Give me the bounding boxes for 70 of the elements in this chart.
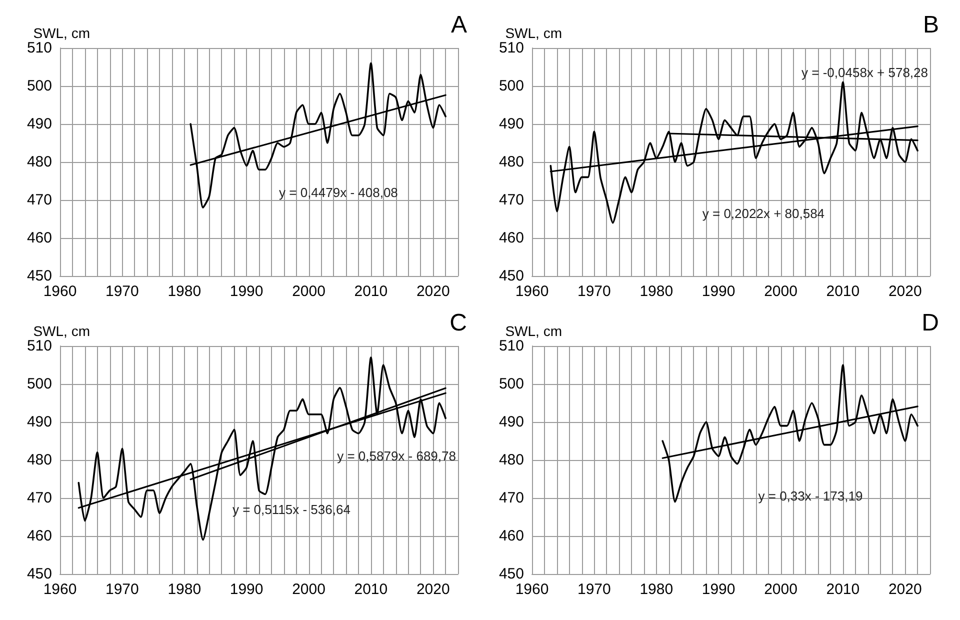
x-tick-label: 2000 bbox=[764, 581, 798, 598]
x-tick-label: 2000 bbox=[764, 283, 798, 300]
y-tick-label: 470 bbox=[498, 490, 524, 506]
y-axis-title: SWL, cm bbox=[33, 323, 90, 339]
y-tick-label: 480 bbox=[498, 154, 524, 170]
x-tick-label: 2000 bbox=[292, 581, 326, 598]
y-tick-label: 490 bbox=[498, 116, 524, 132]
x-tick-label: 1990 bbox=[230, 283, 264, 300]
x-tick-label: 1980 bbox=[640, 581, 674, 598]
y-tick-label: 510 bbox=[26, 338, 52, 354]
chart-title: C bbox=[450, 310, 468, 336]
y-tick-label: 490 bbox=[26, 414, 52, 430]
x-tick-label: 2020 bbox=[416, 581, 450, 598]
y-axis-title: SWL, cm bbox=[33, 25, 90, 41]
x-tick-label: 2020 bbox=[888, 581, 922, 598]
x-tick-label: 1990 bbox=[702, 283, 736, 300]
y-tick-label: 490 bbox=[498, 414, 524, 430]
y-tick-label: 480 bbox=[26, 452, 52, 468]
x-tick-label: 1970 bbox=[578, 581, 611, 598]
y-tick-label: 510 bbox=[26, 40, 52, 56]
x-tick-label: 1970 bbox=[106, 581, 139, 598]
chart-title: A bbox=[450, 12, 468, 38]
chart-title: D bbox=[922, 310, 940, 336]
x-tick-label: 2010 bbox=[826, 283, 860, 300]
x-tick-label: 2020 bbox=[416, 283, 450, 300]
y-tick-label: 480 bbox=[26, 154, 52, 170]
x-tick-label: 1980 bbox=[168, 581, 202, 598]
y-tick-label: 500 bbox=[26, 376, 52, 392]
x-tick-label: 1980 bbox=[168, 283, 202, 300]
x-tick-label: 1990 bbox=[230, 581, 264, 598]
annotation: y = 0,5115x - 536,64 bbox=[232, 502, 350, 517]
y-tick-label: 450 bbox=[498, 268, 524, 284]
x-tick-label: 2010 bbox=[354, 581, 388, 598]
x-tick-label: 2010 bbox=[826, 581, 860, 598]
y-tick-label: 460 bbox=[498, 528, 524, 544]
y-tick-label: 510 bbox=[498, 40, 524, 56]
y-tick-label: 450 bbox=[26, 268, 52, 284]
y-tick-label: 510 bbox=[498, 338, 524, 354]
x-tick-label: 1960 bbox=[515, 581, 549, 598]
y-tick-label: 460 bbox=[26, 230, 52, 246]
y-tick-label: 460 bbox=[498, 230, 524, 246]
annotation: y = 0,2022x + 80,584 bbox=[702, 206, 825, 221]
annotation: y = 0,33x - 173,19 bbox=[758, 488, 863, 504]
y-tick-label: 490 bbox=[26, 116, 52, 132]
y-axis-title: SWL, cm bbox=[505, 323, 562, 339]
chart-title: B bbox=[922, 12, 940, 38]
x-tick-label: 1960 bbox=[515, 283, 549, 300]
annotation: y = 0,4479x - 408,08 bbox=[279, 184, 398, 200]
y-tick-label: 500 bbox=[26, 78, 52, 94]
x-tick-label: 1990 bbox=[702, 581, 736, 598]
x-tick-label: 1960 bbox=[43, 581, 77, 598]
x-tick-label: 1980 bbox=[640, 283, 674, 300]
x-tick-label: 2020 bbox=[888, 283, 922, 300]
annotation: y = -0,0458x + 578,28 bbox=[802, 64, 928, 80]
y-tick-label: 470 bbox=[498, 192, 524, 208]
x-tick-label: 1960 bbox=[43, 283, 77, 300]
annotation: y = 0,5879x - 689,78 bbox=[337, 448, 456, 464]
y-tick-label: 500 bbox=[498, 376, 524, 392]
y-tick-label: 460 bbox=[26, 528, 52, 544]
y-tick-label: 450 bbox=[26, 566, 52, 582]
y-tick-label: 470 bbox=[26, 490, 52, 506]
x-tick-label: 2000 bbox=[292, 283, 326, 300]
y-tick-label: 500 bbox=[498, 78, 524, 94]
x-tick-label: 1970 bbox=[106, 283, 139, 300]
y-tick-label: 470 bbox=[26, 192, 52, 208]
y-tick-label: 480 bbox=[498, 452, 524, 468]
y-tick-label: 450 bbox=[498, 566, 524, 582]
x-tick-label: 1970 bbox=[578, 283, 611, 300]
x-tick-label: 2010 bbox=[354, 283, 388, 300]
y-axis-title: SWL, cm bbox=[505, 25, 562, 41]
